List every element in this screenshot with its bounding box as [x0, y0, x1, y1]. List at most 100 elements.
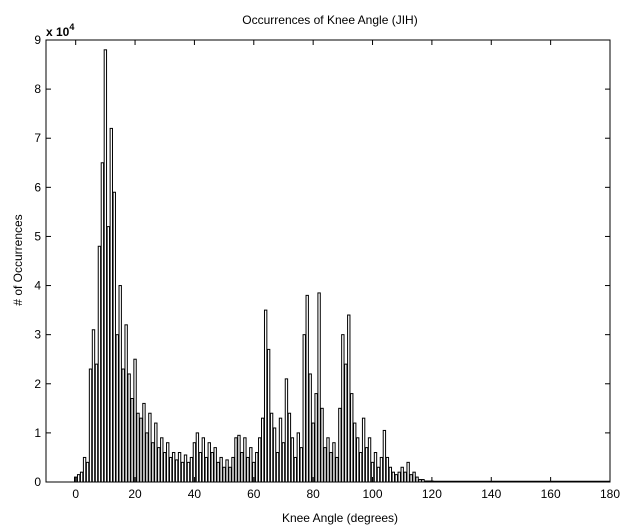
x-ticks-group: 0 20 40 60 80 100 120 140 160 180 — [72, 40, 620, 501]
bar — [296, 432, 301, 483]
bar — [272, 427, 277, 483]
bar — [177, 452, 182, 483]
bar — [127, 373, 131, 483]
bar — [219, 456, 223, 483]
bar — [302, 334, 306, 483]
bar — [139, 417, 143, 483]
bar — [332, 442, 336, 483]
x-tick-label: 140 — [481, 487, 501, 501]
bar — [163, 452, 167, 483]
bar — [356, 437, 360, 483]
plot-frame — [45, 39, 611, 483]
y-tick-label: 7 — [34, 131, 41, 145]
bar — [106, 226, 111, 483]
y-tick-label: 4 — [34, 279, 41, 293]
bar — [118, 285, 122, 483]
bar — [293, 456, 298, 483]
bar — [198, 452, 203, 483]
bar — [142, 402, 146, 483]
x-axis-label: Knee Angle (degrees) — [282, 511, 398, 525]
bar — [281, 442, 286, 483]
bar — [186, 461, 191, 483]
bar — [329, 452, 333, 483]
bar — [376, 466, 381, 483]
bar — [382, 429, 387, 483]
bar — [249, 447, 253, 483]
bar — [133, 358, 137, 483]
bar — [290, 437, 295, 483]
y-tick-label: 5 — [34, 229, 41, 243]
bar — [216, 461, 220, 483]
bar — [353, 422, 357, 483]
bar — [373, 452, 378, 483]
bar — [305, 294, 309, 483]
x-tick-label: 20 — [128, 487, 142, 501]
bar — [94, 363, 99, 483]
bar — [79, 471, 84, 483]
bar — [361, 417, 366, 483]
bar — [130, 398, 134, 483]
bar — [403, 471, 407, 483]
bar — [192, 442, 197, 483]
y-tick-label: 0 — [34, 475, 41, 489]
y-tick-label: 1 — [34, 426, 41, 440]
bar — [314, 393, 318, 483]
x-tick-label: 160 — [541, 487, 561, 501]
bar — [388, 466, 393, 483]
y-multiplier-exponent: 4 — [69, 22, 74, 32]
bar — [82, 456, 87, 483]
bar — [323, 447, 327, 483]
bar — [385, 456, 390, 483]
bar — [157, 447, 161, 483]
x-tick-label: 0 — [72, 487, 79, 501]
bar — [347, 314, 351, 483]
bar — [168, 456, 173, 483]
bar — [174, 459, 179, 483]
bar — [201, 437, 206, 483]
bar — [100, 162, 105, 483]
bar — [397, 471, 401, 483]
bar — [124, 324, 128, 483]
bar — [234, 437, 238, 483]
x-tick-label: 180 — [600, 487, 620, 501]
bar — [379, 456, 384, 483]
bar — [284, 378, 289, 483]
bar — [204, 456, 208, 483]
bar — [121, 368, 125, 483]
y-multiplier-base: x 10 — [46, 25, 70, 39]
bar — [364, 447, 369, 483]
bar — [109, 127, 113, 483]
bar — [85, 461, 90, 483]
y-tick-label: 3 — [34, 328, 41, 342]
bar — [266, 348, 271, 483]
x-tick-label: 80 — [306, 487, 320, 501]
axes-group — [45, 39, 611, 483]
bar — [115, 334, 119, 483]
bar — [394, 474, 398, 483]
bar — [222, 466, 226, 483]
bar — [195, 432, 200, 483]
bar — [255, 452, 259, 483]
bar — [415, 476, 419, 483]
bar — [299, 447, 303, 483]
bar — [97, 245, 102, 483]
bar — [213, 447, 217, 483]
x-tick-label: 40 — [188, 487, 202, 501]
bar — [189, 456, 194, 483]
bar — [320, 407, 324, 483]
bar — [275, 452, 280, 483]
y-ticks-group: 0 1 2 3 4 5 6 7 8 9 — [34, 33, 610, 489]
bar — [269, 412, 274, 483]
x-tick-label: 60 — [247, 487, 261, 501]
bar — [151, 442, 155, 483]
bar — [335, 456, 339, 483]
bar — [136, 412, 140, 483]
chart-title: Occurrences of Knee Angle (JIH) — [242, 13, 417, 27]
bar — [154, 422, 158, 483]
bar — [391, 471, 395, 483]
bar — [367, 437, 372, 483]
bar — [338, 407, 342, 483]
bar — [258, 437, 262, 483]
y-axis-label: # of Occurrences — [11, 214, 25, 305]
